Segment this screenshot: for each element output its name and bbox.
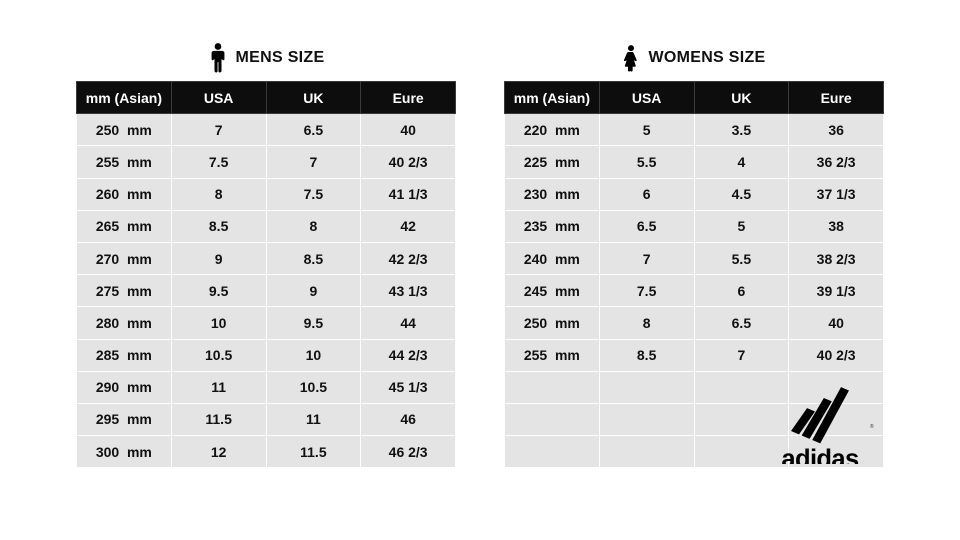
svg-text:®: ® bbox=[870, 423, 874, 430]
svg-text:adidas: adidas bbox=[781, 446, 859, 464]
